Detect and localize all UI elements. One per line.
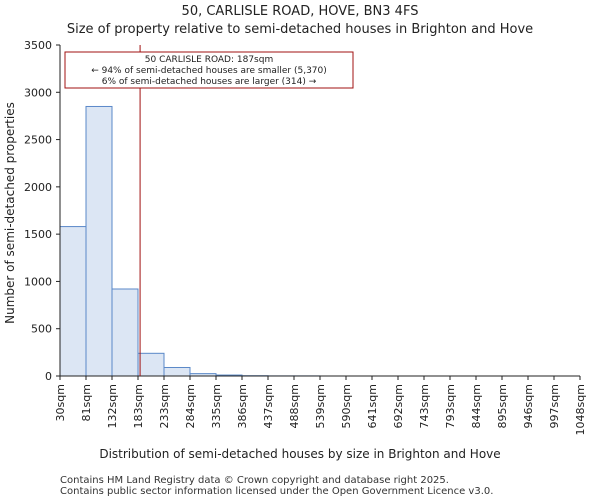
x-tick-label: 233sqm [158,384,171,428]
y-axis: 0 500 1000 1500 2000 2500 3000 3500 [24,39,60,383]
x-tick-label: 641sqm [366,384,379,428]
x-tick-label: 590sqm [340,384,353,428]
y-tick-label: 1000 [24,275,52,288]
footer-line-1: Contains HM Land Registry data © Crown c… [60,475,449,486]
annotation-line-1: 50 CARLISLE ROAD: 187sqm [145,55,273,65]
x-tick-label: 539sqm [314,384,327,428]
x-tick-label: 743sqm [418,384,431,428]
x-tick-label: 488sqm [288,384,301,428]
x-tick-label: 284sqm [184,384,197,428]
x-tick-label: 132sqm [106,384,119,428]
annotation-border [64,51,354,89]
y-tick-label: 1500 [24,228,52,241]
x-tick-label: 793sqm [444,384,457,428]
bar-233sqm [163,366,191,377]
y-tick-label: 2000 [24,181,52,194]
annotation-line-2: ← 94% of semi-detached houses are smalle… [91,66,327,76]
x-tick-label: 692sqm [392,384,405,428]
x-tick-label: 997sqm [548,384,561,428]
y-tick-label: 0 [45,370,52,383]
x-axis-label: Distribution of semi-detached houses by … [99,447,500,461]
bar-30sqm [59,226,87,377]
x-tick-label: 335sqm [210,384,223,428]
x-tick-label: 1048sqm [574,384,587,435]
bar-132sqm [111,288,139,377]
y-tick-label: 3000 [24,86,52,99]
annotation-line-3: 6% of semi-detached houses are larger (3… [102,77,317,87]
footer-line-2: Contains public sector information licen… [60,486,493,497]
annotation-box: 50 CARLISLE ROAD: 187sqm ← 94% of semi-d… [64,51,354,89]
x-tick-label: 895sqm [496,384,509,428]
y-tick-label: 500 [31,323,52,336]
x-tick-label: 437sqm [262,384,275,428]
y-tick-label: 3500 [24,39,52,52]
chart-title: 50, CARLISLE ROAD, HOVE, BN3 4FS [182,4,419,19]
x-tick-label: 183sqm [132,384,145,428]
y-axis-label: Number of semi-detached properties [3,102,17,324]
x-tick-label: 844sqm [470,384,483,428]
x-tick-label: 30sqm [54,384,67,421]
x-axis: 30sqm 81sqm 132sqm 183sqm 233sqm 284sqm 335sqm… [54,376,587,435]
x-tick-label: 386sqm [236,384,249,428]
x-tick-label: 81sqm [80,384,93,421]
bar-81sqm [85,105,113,377]
x-tick-label: 946sqm [522,384,535,428]
chart-subtitle: Size of property relative to semi-detach… [67,22,533,37]
bar-183sqm [137,352,165,377]
bars-group [59,105,321,377]
y-tick-label: 2500 [24,134,52,147]
